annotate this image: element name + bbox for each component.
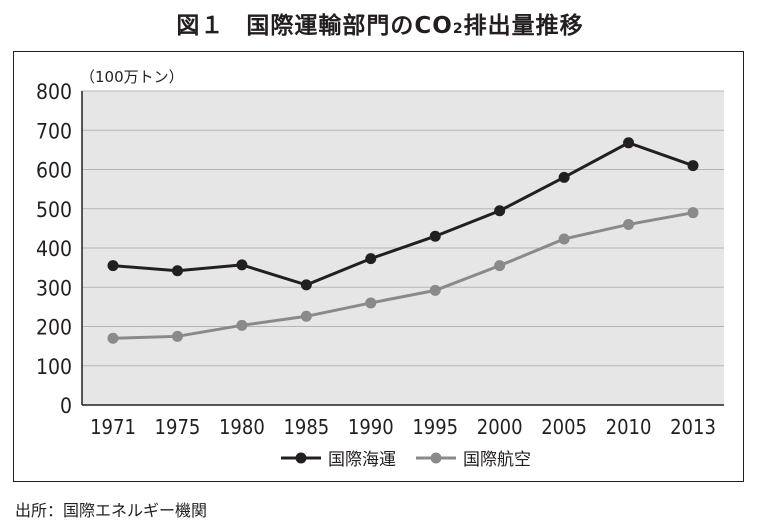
series-line: [112, 141, 694, 287]
chart-frame: [13, 51, 744, 482]
legend-label: 国際航空: [463, 450, 531, 470]
data-point: [494, 260, 506, 272]
data-point: [429, 230, 441, 242]
title-subscript: 2: [452, 21, 464, 37]
y-tick-label: 200: [36, 316, 72, 340]
y-tick-label: 500: [36, 198, 72, 222]
legend-marker: [430, 452, 442, 464]
x-tick-label: 1980: [219, 415, 265, 439]
x-tick-label: 1975: [155, 415, 201, 439]
data-point: [300, 279, 312, 291]
x-tick-label: 1971: [90, 415, 136, 439]
data-point: [365, 253, 377, 265]
title-tail: 排出量推移: [463, 13, 584, 39]
data-point: [236, 259, 248, 271]
data-point: [687, 207, 699, 219]
data-point: [429, 284, 441, 296]
data-point: [558, 233, 570, 245]
y-unit-label: （100万トン）: [80, 68, 184, 86]
x-tick-label: 2000: [477, 415, 523, 439]
legend-label: 国際海運: [328, 450, 396, 470]
figure-number: 図１: [176, 13, 225, 39]
legend-marker: [295, 452, 307, 464]
y-tick-label: 0: [60, 394, 72, 418]
data-point: [107, 260, 119, 272]
source-note: 出所：国際エネルギー機関: [15, 501, 208, 520]
y-tick-label: 100: [36, 355, 72, 379]
y-tick-label: 300: [36, 276, 72, 300]
y-tick-label: 400: [36, 237, 72, 261]
data-point: [171, 265, 183, 277]
data-point: [365, 297, 377, 309]
x-tick-label: 1990: [348, 415, 394, 439]
y-tick-label: 600: [36, 159, 72, 183]
data-point: [623, 137, 635, 149]
y-tick-label: 800: [36, 80, 72, 104]
data-point: [494, 205, 506, 217]
data-point: [171, 330, 183, 342]
y-tick-label: 700: [36, 119, 72, 143]
x-tick-label: 1995: [412, 415, 458, 439]
data-point: [300, 310, 312, 322]
x-tick-label: 2005: [541, 415, 587, 439]
data-point: [236, 319, 248, 331]
x-tick-label: 2010: [606, 415, 652, 439]
x-tick-label: 1985: [283, 415, 329, 439]
data-point: [558, 171, 570, 183]
figure-title: 図１ 国際運輸部門のCO2排出量推移: [0, 6, 760, 40]
data-point: [623, 218, 635, 230]
x-tick-label: 2013: [670, 415, 716, 439]
series-line: [112, 211, 694, 340]
data-point: [107, 332, 119, 344]
title-main: 国際運輸部門のCO: [246, 13, 453, 39]
data-point: [687, 160, 699, 172]
